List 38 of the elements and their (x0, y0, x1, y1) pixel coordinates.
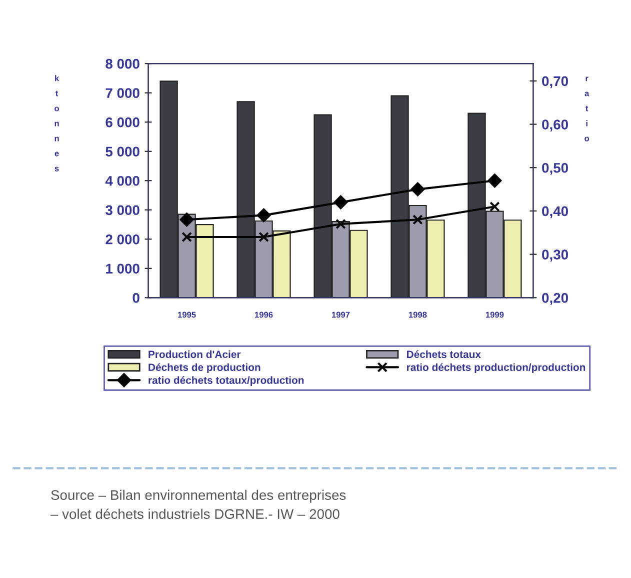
y2-tick-label: 0,70 (542, 76, 568, 88)
x-tick-label: 1998 (408, 312, 427, 318)
source-note: Source – Bilan environnemental des entreprises – volet déchets industriels DGRNE.- IW – 2000 (50, 490, 346, 519)
x-tick-label: 1999 (486, 312, 504, 318)
y-tick-label: 2 000 (106, 234, 140, 244)
legend-label: ratio déchets production/production (407, 363, 586, 374)
x-tick-label: 1995 (178, 312, 196, 318)
y-tick-label: 5 000 (106, 146, 140, 157)
legend-label: ratio déchets totaux/production (148, 376, 304, 386)
x-tick-label: 1997 (332, 312, 350, 318)
y-tick-label: 1 000 (106, 264, 140, 274)
y2-tick-label: 0,30 (542, 250, 568, 262)
y-tick-label: 4 000 (105, 176, 140, 186)
point (336, 218, 346, 230)
y-tick-label: 3 000 (106, 205, 140, 216)
legend-label: Production d'Acier (148, 350, 241, 358)
y2-tick-label: 0,40 (542, 206, 568, 218)
y-tick-label: 0 (132, 293, 140, 303)
y-tick-label: 8 000 (106, 58, 140, 69)
y2-tick-label: 0,60 (542, 120, 568, 132)
point (410, 182, 425, 196)
x-tick-label: 1996 (255, 312, 273, 318)
point (256, 208, 271, 222)
y2-tick-label: 0,20 (542, 293, 568, 305)
y2-tick-label: 0,50 (542, 162, 568, 175)
text: ktonnes (54, 75, 60, 172)
y-tick-label: 7 000 (106, 88, 140, 98)
legend-label: Déchets totaux (407, 350, 481, 358)
point (489, 201, 500, 212)
y-tick-label: 6 000 (106, 117, 140, 128)
point (412, 214, 423, 225)
point (182, 232, 192, 242)
text: ratio (584, 76, 590, 142)
point (334, 195, 348, 210)
point (488, 174, 502, 188)
legend-label: Déchets de production (148, 363, 260, 374)
point (258, 232, 269, 242)
point (180, 212, 194, 227)
